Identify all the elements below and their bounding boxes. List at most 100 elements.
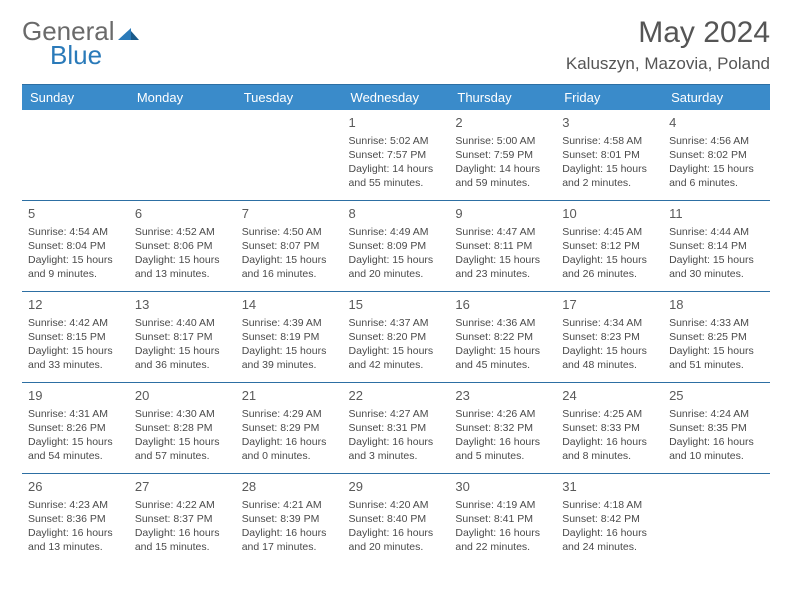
weekday-header: Tuesday [236,85,343,111]
daylight-text: Daylight: 15 hours and 9 minutes. [28,253,123,281]
sunset-text: Sunset: 8:35 PM [669,421,764,435]
calendar-day-cell: 4Sunrise: 4:56 AMSunset: 8:02 PMDaylight… [663,110,770,201]
daylight-text: Daylight: 15 hours and 30 minutes. [669,253,764,281]
calendar-day-cell: 18Sunrise: 4:33 AMSunset: 8:25 PMDayligh… [663,292,770,383]
calendar-day-cell: 8 Sunrise: 4:49 AMSunset: 8:09 PMDaylight… [343,201,450,292]
title-block: May 2024 Kaluszyn, Mazovia, Poland [566,18,770,74]
sunset-text: Sunset: 8:29 PM [242,421,337,435]
sunset-text: Sunset: 8:40 PM [349,512,444,526]
sunset-text: Sunset: 8:20 PM [349,330,444,344]
daylight-text: Daylight: 15 hours and 48 minutes. [562,344,657,372]
weekday-header-row: SundayMondayTuesdayWednesdayThursdayFrid… [22,85,770,111]
day-number: 6 [135,205,230,223]
daylight-text: Daylight: 16 hours and 17 minutes. [242,526,337,554]
day-number: 1 [349,114,444,132]
sunset-text: Sunset: 8:12 PM [562,239,657,253]
calendar-body: 1Sunrise: 5:02 AMSunset: 7:57 PMDaylight… [22,110,770,564]
calendar-week-row: 1Sunrise: 5:02 AMSunset: 7:57 PMDaylight… [22,110,770,201]
calendar-day-cell: 15 Sunrise: 4:37 AMSunset: 8:20 PMDayligh… [343,292,450,383]
daylight-text: Daylight: 15 hours and 20 minutes. [349,253,444,281]
calendar-day-cell: 23Sunrise: 4:26 AMSunset: 8:32 PMDayligh… [449,383,556,474]
sunset-text: Sunset: 8:39 PM [242,512,337,526]
calendar-empty-cell [22,110,129,201]
sunrise-text: Sunrise: 4:29 AM [242,407,337,421]
day-number: 25 [669,387,764,405]
calendar-empty-cell [663,474,770,565]
day-number: 7 [242,205,337,223]
sunrise-text: Sunrise: 4:22 AM [135,498,230,512]
sunrise-text: Sunrise: 4:42 AM [28,316,123,330]
daylight-text: Daylight: 15 hours and 36 minutes. [135,344,230,372]
sunrise-text: Sunrise: 4:58 AM [562,134,657,148]
sunset-text: Sunset: 8:06 PM [135,239,230,253]
sunset-text: Sunset: 8:32 PM [455,421,550,435]
sunrise-text: Sunrise: 4:30 AM [135,407,230,421]
daylight-text: Daylight: 15 hours and 33 minutes. [28,344,123,372]
day-number: 13 [135,296,230,314]
weekday-header: Wednesday [343,85,450,111]
day-number: 17 [562,296,657,314]
daylight-text: Daylight: 14 hours and 59 minutes. [455,162,550,190]
day-number: 2 [455,114,550,132]
calendar-day-cell: 25Sunrise: 4:24 AMSunset: 8:35 PMDayligh… [663,383,770,474]
calendar-week-row: 19Sunrise: 4:31 AMSunset: 8:26 PMDayligh… [22,383,770,474]
calendar-day-cell: 26Sunrise: 4:23 AMSunset: 8:36 PMDayligh… [22,474,129,565]
header: GeneralBlue May 2024 Kaluszyn, Mazovia, … [22,18,770,74]
day-number: 26 [28,478,123,496]
calendar-week-row: 12Sunrise: 4:42 AMSunset: 8:15 PMDayligh… [22,292,770,383]
sunrise-text: Sunrise: 4:37 AM [349,316,444,330]
calendar-day-cell: 3Sunrise: 4:58 AMSunset: 8:01 PMDaylight… [556,110,663,201]
sunset-text: Sunset: 8:19 PM [242,330,337,344]
calendar-day-cell: 10Sunrise: 4:45 AMSunset: 8:12 PMDayligh… [556,201,663,292]
weekday-header: Monday [129,85,236,111]
daylight-text: Daylight: 15 hours and 2 minutes. [562,162,657,190]
sunrise-text: Sunrise: 4:18 AM [562,498,657,512]
sunset-text: Sunset: 8:33 PM [562,421,657,435]
weekday-header: Friday [556,85,663,111]
sunset-text: Sunset: 8:14 PM [669,239,764,253]
daylight-text: Daylight: 15 hours and 16 minutes. [242,253,337,281]
daylight-text: Daylight: 14 hours and 55 minutes. [349,162,444,190]
daylight-text: Daylight: 15 hours and 42 minutes. [349,344,444,372]
day-number: 5 [28,205,123,223]
calendar-day-cell: 14Sunrise: 4:39 AMSunset: 8:19 PMDayligh… [236,292,343,383]
calendar-day-cell: 1Sunrise: 5:02 AMSunset: 7:57 PMDaylight… [343,110,450,201]
daylight-text: Daylight: 16 hours and 24 minutes. [562,526,657,554]
calendar-empty-cell [129,110,236,201]
calendar-day-cell: 19Sunrise: 4:31 AMSunset: 8:26 PMDayligh… [22,383,129,474]
daylight-text: Daylight: 15 hours and 6 minutes. [669,162,764,190]
day-number: 10 [562,205,657,223]
daylight-text: Daylight: 16 hours and 3 minutes. [349,435,444,463]
daylight-text: Daylight: 16 hours and 5 minutes. [455,435,550,463]
daylight-text: Daylight: 16 hours and 10 minutes. [669,435,764,463]
day-number: 14 [242,296,337,314]
sunrise-text: Sunrise: 4:27 AM [349,407,444,421]
sunrise-text: Sunrise: 4:33 AM [669,316,764,330]
daylight-text: Daylight: 16 hours and 20 minutes. [349,526,444,554]
day-number: 8 [349,205,444,223]
location: Kaluszyn, Mazovia, Poland [566,54,770,74]
day-number: 23 [455,387,550,405]
sunrise-text: Sunrise: 4:49 AM [349,225,444,239]
sunrise-text: Sunrise: 4:54 AM [28,225,123,239]
daylight-text: Daylight: 16 hours and 15 minutes. [135,526,230,554]
sunset-text: Sunset: 8:09 PM [349,239,444,253]
day-number: 24 [562,387,657,405]
sunrise-text: Sunrise: 5:00 AM [455,134,550,148]
day-number: 15 [349,296,444,314]
day-number: 9 [455,205,550,223]
sunset-text: Sunset: 8:31 PM [349,421,444,435]
day-number: 12 [28,296,123,314]
sunset-text: Sunset: 8:17 PM [135,330,230,344]
sunrise-text: Sunrise: 4:39 AM [242,316,337,330]
calendar-day-cell: 30Sunrise: 4:19 AMSunset: 8:41 PMDayligh… [449,474,556,565]
daylight-text: Daylight: 15 hours and 54 minutes. [28,435,123,463]
sunrise-text: Sunrise: 4:52 AM [135,225,230,239]
day-number: 28 [242,478,337,496]
day-number: 31 [562,478,657,496]
sunrise-text: Sunrise: 4:19 AM [455,498,550,512]
day-number: 18 [669,296,764,314]
calendar-day-cell: 31Sunrise: 4:18 AMSunset: 8:42 PMDayligh… [556,474,663,565]
weekday-header: Sunday [22,85,129,111]
sunrise-text: Sunrise: 5:02 AM [349,134,444,148]
